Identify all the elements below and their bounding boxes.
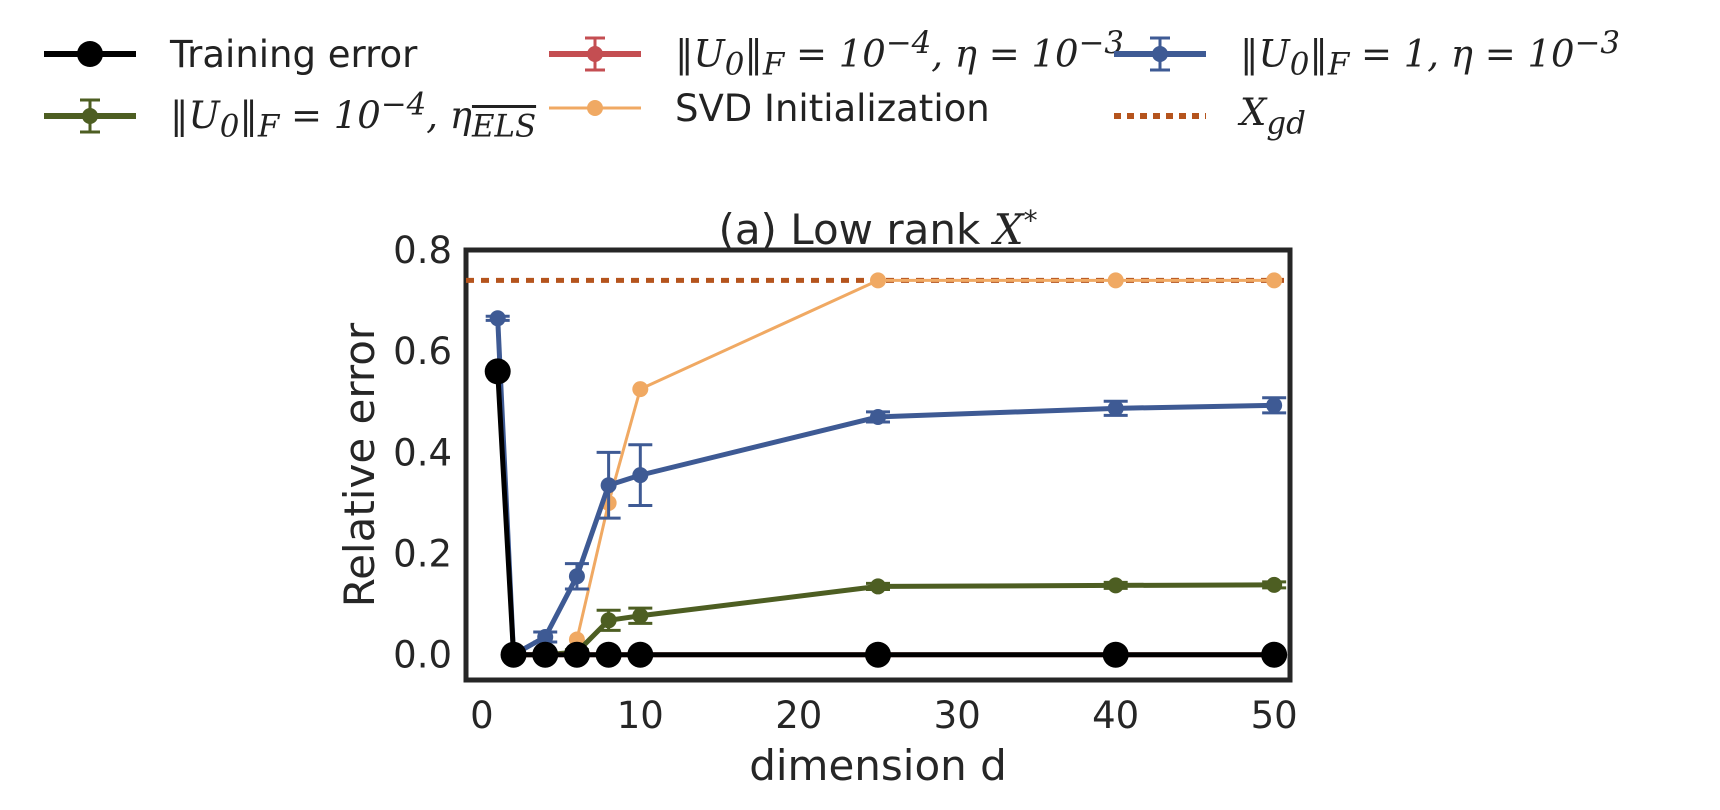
x-tick-label: 10	[617, 694, 664, 737]
data-point-blue	[600, 477, 617, 494]
legend-item-blue: ‖U0‖F = 1, η = 10−3	[1110, 25, 1621, 83]
legend-item-red: ‖U0‖F = 10−4, η = 10−3	[545, 25, 1125, 83]
y-axis-label: Relative error	[335, 322, 384, 607]
x-tick-label: 20	[775, 694, 822, 737]
data-point-training-error	[532, 641, 559, 668]
data-point-els	[870, 578, 886, 595]
chart-title: (a) Low rank X*	[718, 204, 1037, 254]
x-tick-label: 0	[470, 694, 494, 737]
x-tick-label: 30	[934, 694, 981, 737]
data-point-training-error	[1261, 641, 1288, 668]
series-line-els	[513, 582, 1275, 658]
data-point-training-error	[1102, 641, 1129, 668]
data-point-training-error	[865, 641, 891, 668]
legend-item-training-error: Training error	[40, 26, 417, 82]
data-point-training-error	[563, 641, 590, 668]
x-tick-label: 50	[1251, 694, 1298, 737]
data-point-els	[632, 607, 649, 624]
legend-swatch-xgd	[1114, 113, 1206, 119]
data-point-els	[1107, 577, 1124, 594]
y-tick-label: 0.0	[393, 634, 452, 677]
plot-frame	[463, 247, 1293, 683]
legend-label-xgd: Xgd	[1240, 90, 1306, 142]
legend-label-red: ‖U0‖F = 10−4, η = 10−3	[675, 25, 1125, 83]
x-axis-label: dimension d	[749, 741, 1007, 790]
legend-swatch-els	[44, 98, 136, 134]
legend-item-els: ‖U0‖F = 10−4, ηELS	[40, 87, 536, 145]
legend-label-els-text: ‖U0‖F = 10−4, ηELS	[170, 87, 537, 145]
y-tick-label: 0.2	[393, 533, 452, 576]
chart-area: 0 10 20 30 40 50 0.0 0.2 0.4 0.6 0.8 dimension d Rel…	[335, 204, 1298, 790]
legend-label-svd: SVD Initialization	[675, 86, 990, 130]
legend-label-training-error: Training error	[170, 32, 418, 76]
data-point-blue	[870, 408, 886, 425]
data-point-training-error	[500, 641, 527, 668]
data-point-training-error	[484, 358, 511, 385]
x-tick-label: 40	[1092, 694, 1139, 737]
data-point-svd	[1107, 272, 1124, 289]
plot-layer: 0 10 20 30 40 50 0.0 0.2 0.4 0.6 0.8 dimension d Rel…	[335, 204, 1298, 790]
legend-item-xgd: Xgd	[1110, 88, 1306, 144]
data-point-blue	[632, 467, 649, 484]
legend-swatch-blue	[1114, 36, 1206, 72]
series-line-training-error	[495, 371, 1275, 658]
data-point-blue	[489, 310, 506, 327]
y-tick-label: 0.4	[393, 431, 452, 474]
legend-swatch-red	[549, 36, 641, 72]
data-point-els	[600, 612, 617, 629]
data-point-els	[1266, 576, 1283, 593]
data-point-svd	[870, 272, 886, 289]
legend: Training error ‖U0‖F = 10−4, ηELS ‖U0‖F …	[0, 0, 1720, 160]
data-point-svd	[632, 381, 649, 398]
data-point-blue	[537, 629, 554, 645]
legend-swatch-training-error	[44, 41, 136, 67]
y-tick-label: 0.8	[393, 229, 452, 272]
data-point-blue	[1266, 397, 1283, 414]
data-point-blue	[568, 568, 585, 585]
legend-label-blue: ‖U0‖F = 1, η = 10−3	[1240, 25, 1621, 83]
data-point-svd	[1266, 272, 1283, 289]
series-line-svd	[575, 278, 1275, 640]
legend-label-els: ‖U0‖F = 10−4, ηELS	[170, 87, 536, 145]
y-tick-label: 0.6	[393, 330, 452, 373]
data-point-blue	[1107, 400, 1124, 417]
data-point-training-error	[627, 641, 654, 668]
data-point-training-error	[595, 641, 622, 668]
legend-swatch-svd	[549, 100, 641, 116]
legend-item-svd: SVD Initialization	[545, 80, 990, 136]
